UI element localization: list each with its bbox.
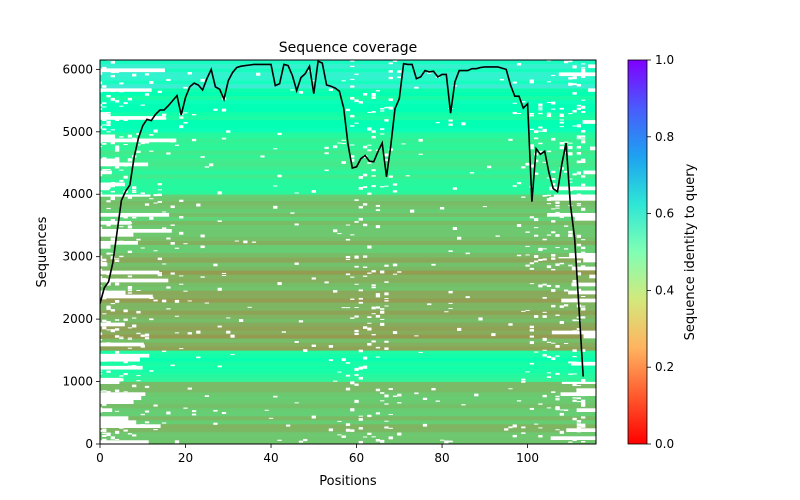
x-tick-label: 40 bbox=[263, 451, 278, 465]
colorbar-tick-label: 0.2 bbox=[655, 360, 674, 374]
y-tick-label: 2000 bbox=[62, 312, 93, 326]
x-axis-ticks: 0 20 40 60 80 100 bbox=[96, 444, 539, 465]
y-tick-label: 6000 bbox=[62, 62, 93, 76]
colorbar-tick-label: 0.6 bbox=[655, 207, 674, 221]
x-tick-label: 100 bbox=[516, 451, 539, 465]
x-tick-label: 20 bbox=[178, 451, 193, 465]
plot-frame bbox=[99, 59, 597, 445]
y-tick-label: 0 bbox=[85, 437, 93, 451]
x-tick-label: 0 bbox=[96, 451, 104, 465]
y-axis-label: Sequences bbox=[35, 216, 50, 287]
x-tick-label: 60 bbox=[349, 451, 364, 465]
identity-band-2 bbox=[100, 256, 596, 351]
identity-band-4 bbox=[100, 131, 596, 195]
chart-title: Sequence coverage bbox=[279, 40, 418, 56]
colorbar-ticks: 0.0 0.2 0.4 0.6 0.8 1.0 bbox=[647, 53, 674, 451]
x-axis-label: Positions bbox=[319, 474, 377, 489]
y-tick-label: 1000 bbox=[62, 375, 93, 389]
y-axis-ticks: 0 1000 2000 3000 4000 5000 6000 bbox=[62, 62, 100, 451]
x-tick-label: 80 bbox=[434, 451, 449, 465]
identity-band-6 bbox=[100, 60, 596, 89]
colorbar-tick-label: 0.0 bbox=[655, 437, 674, 451]
coverage-line bbox=[100, 60, 584, 377]
y-tick-label: 5000 bbox=[62, 125, 93, 139]
identity-band-3 bbox=[100, 194, 596, 257]
coverage-heatmap bbox=[100, 60, 596, 444]
y-tick-label: 3000 bbox=[62, 250, 93, 264]
colorbar-tick-label: 1.0 bbox=[655, 53, 674, 67]
colorbar-label: Sequence identity to query bbox=[683, 163, 698, 340]
y-tick-label: 4000 bbox=[62, 187, 93, 201]
colorbar-tick-label: 0.4 bbox=[655, 283, 674, 297]
colorbar bbox=[627, 59, 648, 445]
colorbar-tick-label: 0.8 bbox=[655, 130, 674, 144]
identity-band-0 bbox=[100, 381, 596, 444]
coverage-gaps bbox=[100, 60, 586, 444]
